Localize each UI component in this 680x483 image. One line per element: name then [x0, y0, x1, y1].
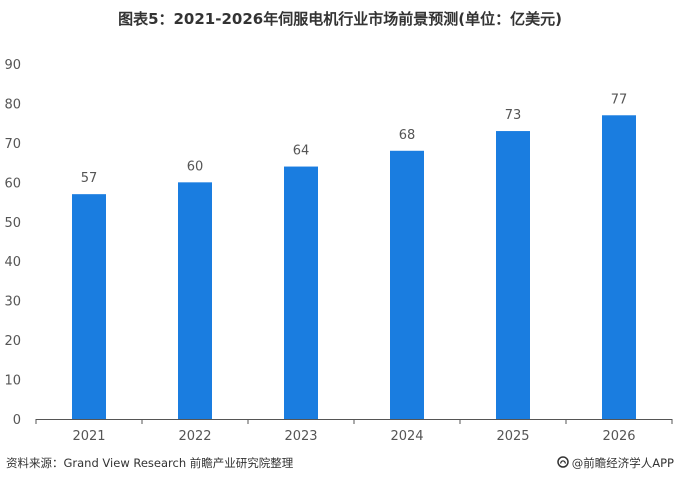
- y-tick-label: 30: [4, 295, 21, 310]
- x-tick-label: 2025: [496, 429, 529, 444]
- y-tick-label: 0: [13, 413, 21, 428]
- data-label: 60: [187, 159, 204, 174]
- x-tick-label: 2026: [602, 429, 635, 444]
- y-tick-label: 20: [4, 334, 21, 349]
- x-tick-label: 2021: [72, 429, 105, 444]
- x-tick-label: 2024: [390, 429, 423, 444]
- bar: [284, 166, 318, 419]
- chart-title: 图表5：2021-2026年伺服电机行业市场前景预测(单位：亿美元): [118, 10, 562, 28]
- data-label: 68: [399, 128, 416, 143]
- brand-text: @前瞻经济学人APP: [571, 456, 674, 470]
- data-label: 57: [81, 171, 98, 186]
- brand-icon: [557, 456, 569, 470]
- data-label: 64: [293, 144, 310, 159]
- y-tick-label: 10: [4, 374, 21, 389]
- y-tick-label: 50: [4, 216, 21, 231]
- y-tick-label: 70: [4, 137, 21, 152]
- data-label: 73: [505, 108, 522, 123]
- bar: [602, 115, 636, 420]
- bar: [390, 150, 424, 419]
- x-tick-label: 2023: [284, 429, 317, 444]
- x-tick-label: 2022: [178, 429, 211, 444]
- bar: [178, 182, 212, 419]
- y-tick-label: 90: [4, 58, 21, 73]
- brand-label: @前瞻经济学人APP: [557, 455, 674, 471]
- source-note: 资料来源：Grand View Research 前瞻产业研究院整理: [6, 456, 294, 470]
- y-tick-label: 80: [4, 97, 21, 112]
- bar: [72, 194, 106, 419]
- y-tick-label: 40: [4, 255, 21, 270]
- data-label: 77: [611, 92, 628, 107]
- bar: [496, 131, 530, 420]
- y-tick-label: 60: [4, 176, 21, 191]
